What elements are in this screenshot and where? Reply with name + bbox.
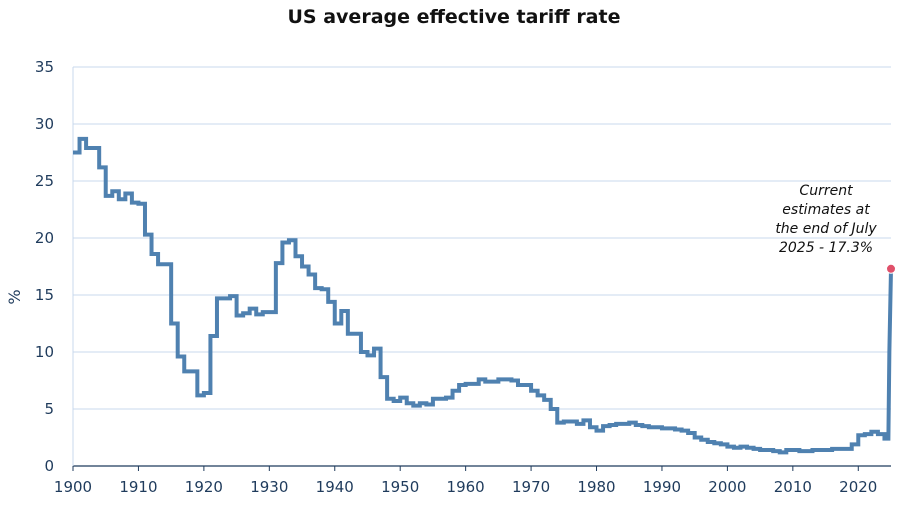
x-tick-label: 1910: [119, 478, 157, 496]
x-tick-label: 2000: [708, 478, 746, 496]
annotation-line: 2025 - 17.3%: [779, 240, 873, 256]
x-tick-label: 1980: [577, 478, 615, 496]
chart-title: US average effective tariff rate: [287, 6, 621, 28]
annotation-line: Current: [799, 183, 853, 199]
x-tick-label: 2010: [774, 478, 812, 496]
y-tick-label: 30: [35, 115, 54, 133]
current-estimate-marker: [886, 263, 896, 274]
x-tick-label: 1950: [381, 478, 419, 496]
x-tick-label: 2020: [839, 478, 877, 496]
y-tick-label: 20: [35, 229, 54, 247]
x-tick-label: 1970: [512, 478, 550, 496]
y-tick-label: 10: [35, 343, 54, 361]
x-tick-label: 1900: [54, 478, 92, 496]
x-tick-label: 1930: [250, 478, 288, 496]
y-tick-label: 25: [35, 172, 54, 190]
y-tick-label: 35: [35, 58, 54, 76]
y-tick-label: 5: [44, 400, 54, 418]
x-tick-label: 1990: [643, 478, 681, 496]
x-tick-label: 1940: [316, 478, 354, 496]
tariff-rate-line: [73, 136, 893, 455]
y-axis-label: %: [5, 289, 24, 304]
x-tick-label: 1960: [447, 478, 485, 496]
x-tick-label: 1920: [185, 478, 223, 496]
y-tick-label: 15: [35, 286, 54, 304]
annotation-line: estimates at: [782, 202, 870, 218]
annotation-line: the end of July: [775, 221, 877, 237]
y-tick-label: 0: [44, 457, 54, 475]
